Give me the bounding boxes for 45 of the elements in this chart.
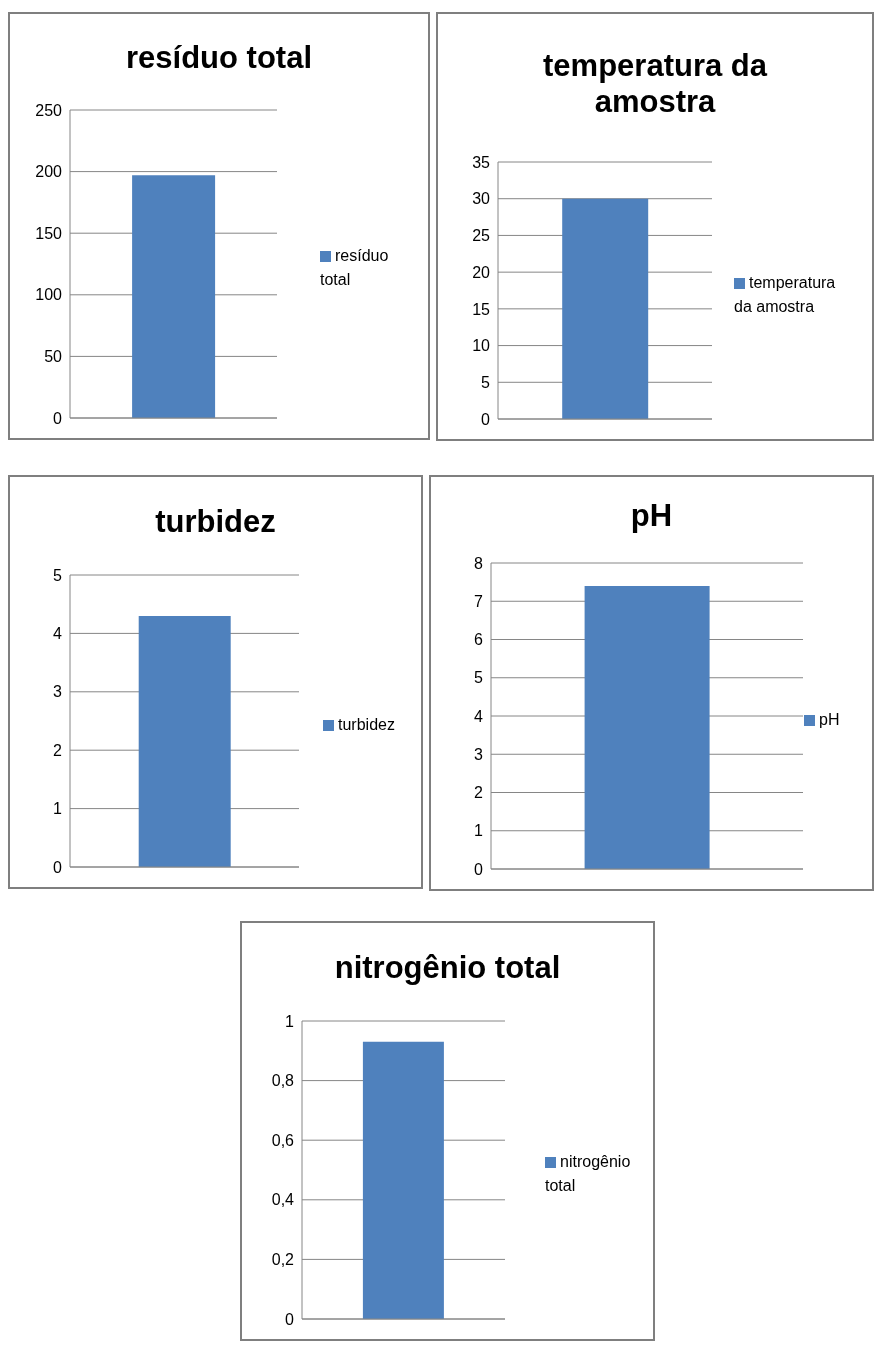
y-tick-label: 50 xyxy=(44,348,63,366)
y-tick-label: 0 xyxy=(474,860,484,878)
y-tick-label: 150 xyxy=(35,224,63,242)
y-tick-label: 25 xyxy=(472,227,491,245)
y-tick-label: 3 xyxy=(53,683,63,701)
y-tick-label: 6 xyxy=(474,631,484,649)
y-tick-label: 4 xyxy=(474,707,484,725)
y-tick-label: 0,6 xyxy=(271,1131,295,1149)
y-tick-label: 200 xyxy=(35,163,63,181)
y-tick-label: 1 xyxy=(53,800,63,818)
y-tick-label: 0 xyxy=(53,409,63,427)
y-tick-label: 100 xyxy=(35,286,63,304)
y-tick-label: 0 xyxy=(481,410,491,428)
y-tick-label: 1 xyxy=(285,1012,295,1030)
y-tick-label: 0 xyxy=(285,1310,295,1328)
y-tick-label: 5 xyxy=(481,373,491,391)
y-tick-label: 2 xyxy=(53,741,63,759)
chart-title: temperatura da amostra xyxy=(542,47,769,121)
chart-title: turbidez xyxy=(154,503,277,541)
y-tick-label: 5 xyxy=(53,566,63,584)
y-tick-label: 250 xyxy=(35,101,63,119)
y-tick-label: 0,2 xyxy=(271,1251,295,1269)
y-tick-label: 4 xyxy=(53,625,63,643)
y-tick-label: 0 xyxy=(53,858,63,876)
y-tick-label: 15 xyxy=(472,300,491,318)
chart-title: resíduo total xyxy=(125,39,313,77)
y-tick-label: 20 xyxy=(472,263,491,281)
y-tick-label: 35 xyxy=(472,153,491,171)
y-tick-label: 0,8 xyxy=(271,1072,295,1090)
y-tick-label: 7 xyxy=(474,592,484,610)
chart-title: pH xyxy=(629,497,674,535)
y-tick-label: 10 xyxy=(472,337,491,355)
legend-label: temperatura da amostra xyxy=(734,273,836,315)
y-tick-label: 30 xyxy=(472,190,491,208)
y-tick-label: 5 xyxy=(474,669,484,687)
y-tick-label: 8 xyxy=(474,554,484,572)
legend-label: pH xyxy=(819,711,840,728)
chart-title: nitrogênio total xyxy=(333,949,562,987)
legend-label: resíduo total xyxy=(320,247,389,288)
y-tick-label: 3 xyxy=(474,745,484,763)
y-tick-label: 2 xyxy=(474,784,484,802)
legend-label: nitrogênio total xyxy=(545,1153,631,1194)
y-tick-label: 0,4 xyxy=(271,1191,295,1209)
legend-label: turbidez xyxy=(338,716,395,733)
y-tick-label: 1 xyxy=(474,822,484,840)
